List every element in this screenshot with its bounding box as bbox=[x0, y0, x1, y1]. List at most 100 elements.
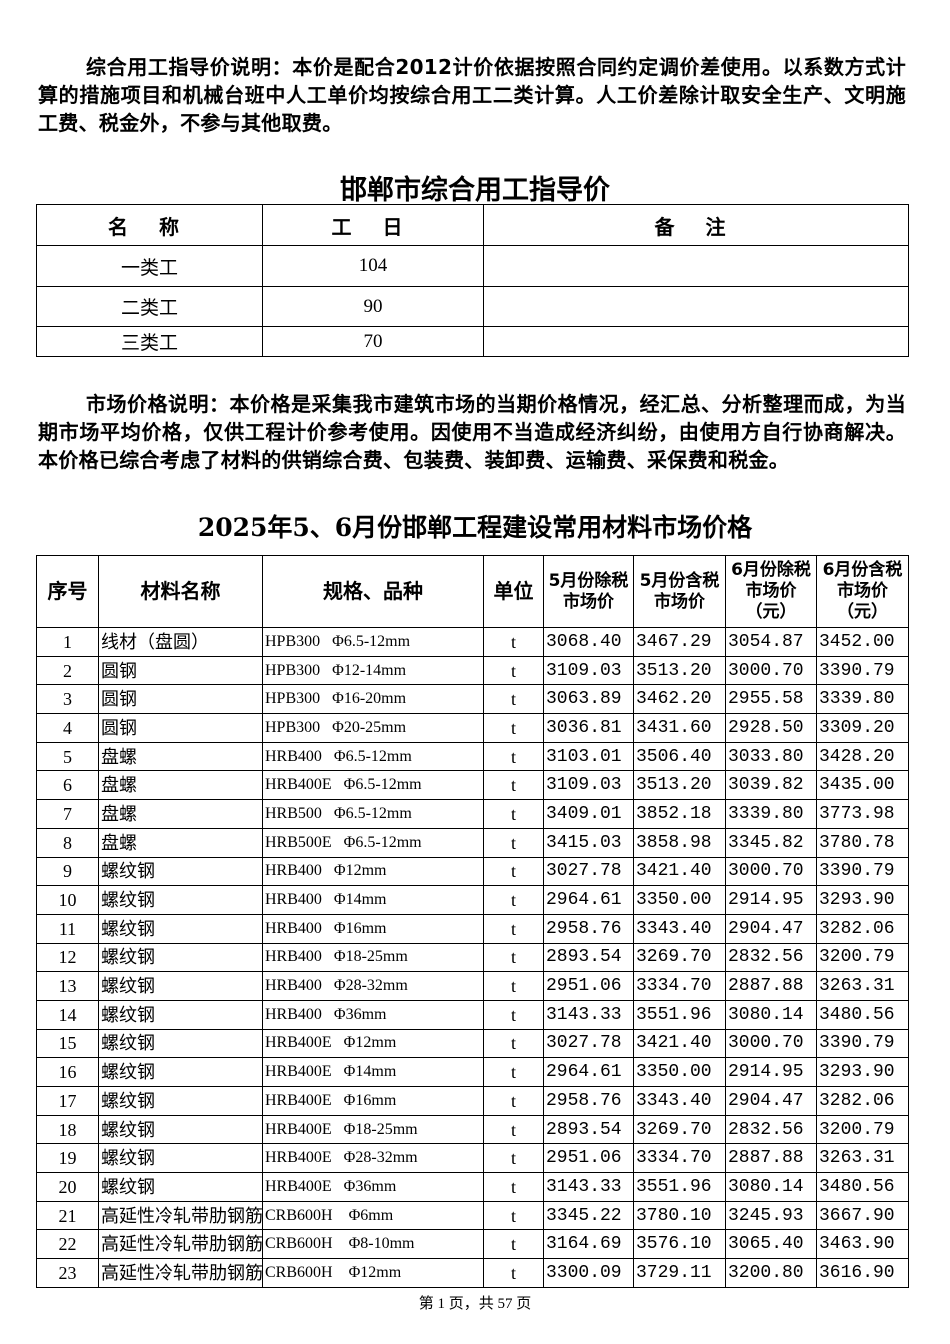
may-pretax-price: 3027.78 bbox=[543, 856, 634, 887]
row-index: 21 bbox=[36, 1200, 99, 1231]
spec: HPB300 Φ20-25mm bbox=[262, 713, 484, 743]
may-pretax-price: 3143.33 bbox=[543, 999, 634, 1030]
may-pretax-price: 3103.01 bbox=[543, 741, 634, 772]
page-footer: 第 1 页，共 57 页 bbox=[418, 1296, 532, 1312]
may-taxed-price: 3858.98 bbox=[633, 827, 726, 858]
may-pretax-price: 3109.03 bbox=[543, 770, 634, 801]
material-name: 盘螺 bbox=[98, 741, 263, 772]
may-taxed-price: 3343.40 bbox=[633, 1086, 726, 1116]
may-taxed-price: 3421.40 bbox=[633, 1028, 726, 1059]
unit: t bbox=[483, 799, 544, 829]
june-taxed-price: 3780.78 bbox=[816, 827, 909, 858]
header-june-pretax: 6月份除税市场价（元） bbox=[725, 555, 817, 628]
may-taxed-price: 3467.29 bbox=[633, 627, 726, 657]
material-name: 高延性冷轧带肋钢筋 bbox=[98, 1200, 263, 1231]
spec: HRB400 Φ28-32mm bbox=[262, 971, 484, 1001]
unit: t bbox=[483, 1086, 544, 1116]
june-taxed-price: 3390.79 bbox=[816, 655, 909, 686]
material-name: 螺纹钢 bbox=[98, 1086, 263, 1116]
june-pretax-price: 3080.14 bbox=[725, 999, 817, 1030]
table-row: 8 盘螺 HRB500E Φ6.5-12mm t 3415.03 3858.98 3345.… bbox=[36, 827, 909, 858]
row-index: 20 bbox=[36, 1172, 99, 1202]
may-taxed-price: 3576.10 bbox=[633, 1229, 726, 1260]
june-pretax-price: 3000.70 bbox=[725, 655, 817, 686]
may-pretax-price: 2964.61 bbox=[543, 885, 634, 915]
june-taxed-price: 3293.90 bbox=[816, 1057, 909, 1087]
may-pretax-price: 3415.03 bbox=[543, 827, 634, 858]
spec: HRB400 Φ36mm bbox=[262, 999, 484, 1030]
material-name: 高延性冷轧带肋钢筋 bbox=[98, 1258, 263, 1288]
row-index: 16 bbox=[36, 1057, 99, 1087]
market-price-note: 市场价格说明：本价格是采集我市建筑市场的当期价格情况，经汇总、分析整理而成，为当… bbox=[38, 392, 906, 472]
may-taxed-price: 3269.70 bbox=[633, 942, 726, 973]
table-row: 23 高延性冷轧带肋钢筋 CRB600H Φ12mm t 3300.09 3729.11 3… bbox=[36, 1258, 909, 1288]
spec: HRB400E Φ6.5-12mm bbox=[262, 770, 484, 801]
wage-category: 二类工 bbox=[36, 286, 263, 327]
unit: t bbox=[483, 655, 544, 686]
may-pretax-price: 2893.54 bbox=[543, 1114, 634, 1145]
wage-workday: 90 bbox=[262, 286, 484, 327]
row-index: 6 bbox=[36, 770, 99, 801]
table-row: 11 螺纹钢 HRB400 Φ16mm t 2958.76 3343.40 2904.47 3… bbox=[36, 913, 909, 944]
unit: t bbox=[483, 827, 544, 858]
table-row: 14 螺纹钢 HRB400 Φ36mm t 3143.33 3551.96 3080.14 3… bbox=[36, 999, 909, 1030]
june-pretax-price: 3345.82 bbox=[725, 827, 817, 858]
table-row: 3 圆钢 HPB300 Φ16-20mm t 3063.89 3462.20 2955.58… bbox=[36, 684, 909, 715]
wage-row: 一类工 104 bbox=[36, 245, 909, 287]
june-pretax-price: 2832.56 bbox=[725, 1114, 817, 1145]
june-pretax-price: 3080.14 bbox=[725, 1172, 817, 1202]
unit: t bbox=[483, 999, 544, 1030]
table-row: 21 高延性冷轧带肋钢筋 CRB600H Φ6mm t 3345.22 3780.10 32… bbox=[36, 1200, 909, 1231]
unit: t bbox=[483, 1172, 544, 1202]
spec: HRB500 Φ6.5-12mm bbox=[262, 799, 484, 829]
june-pretax-price: 2887.88 bbox=[725, 1143, 817, 1174]
unit: t bbox=[483, 1258, 544, 1288]
june-taxed-price: 3263.31 bbox=[816, 1143, 909, 1174]
unit: t bbox=[483, 856, 544, 887]
header-unit: 单位 bbox=[483, 555, 544, 628]
unit: t bbox=[483, 1200, 544, 1231]
may-taxed-price: 3513.20 bbox=[633, 655, 726, 686]
spec: HPB300 Φ16-20mm bbox=[262, 684, 484, 715]
unit: t bbox=[483, 741, 544, 772]
june-pretax-price: 2904.47 bbox=[725, 1086, 817, 1116]
wage-row: 三类工 70 bbox=[36, 326, 909, 357]
row-index: 12 bbox=[36, 942, 99, 973]
wage-remark bbox=[483, 286, 909, 327]
may-pretax-price: 3109.03 bbox=[543, 655, 634, 686]
may-taxed-price: 3350.00 bbox=[633, 1057, 726, 1087]
row-index: 8 bbox=[36, 827, 99, 858]
may-taxed-price: 3334.70 bbox=[633, 1143, 726, 1174]
june-pretax-price: 3065.40 bbox=[725, 1229, 817, 1260]
row-index: 13 bbox=[36, 971, 99, 1001]
table-row: 7 盘螺 HRB500 Φ6.5-12mm t 3409.01 3852.18 3339.8… bbox=[36, 799, 909, 829]
spec: HRB400E Φ16mm bbox=[262, 1086, 484, 1116]
table-row: 10 螺纹钢 HRB400 Φ14mm t 2964.61 3350.00 2914.95 3… bbox=[36, 885, 909, 915]
table-row: 4 圆钢 HPB300 Φ20-25mm t 3036.81 3431.60 2928.50… bbox=[36, 713, 909, 743]
unit: t bbox=[483, 1114, 544, 1145]
may-pretax-price: 2958.76 bbox=[543, 1086, 634, 1116]
material-name: 盘螺 bbox=[98, 827, 263, 858]
row-index: 11 bbox=[36, 913, 99, 944]
may-pretax-price: 3164.69 bbox=[543, 1229, 634, 1260]
table-row: 2 圆钢 HPB300 Φ12-14mm t 3109.03 3513.20 3000.70… bbox=[36, 655, 909, 686]
unit: t bbox=[483, 1028, 544, 1059]
unit: t bbox=[483, 942, 544, 973]
spec: HRB400E Φ18-25mm bbox=[262, 1114, 484, 1145]
may-taxed-price: 3431.60 bbox=[633, 713, 726, 743]
material-name: 螺纹钢 bbox=[98, 1172, 263, 1202]
header-may-pretax: 5月份除税 市场价 bbox=[543, 555, 634, 628]
may-taxed-price: 3462.20 bbox=[633, 684, 726, 715]
spec: HRB500E Φ6.5-12mm bbox=[262, 827, 484, 858]
row-index: 14 bbox=[36, 999, 99, 1030]
wage-table-header: 名 称 工 日 备 注 bbox=[36, 204, 909, 246]
wage-table: 名 称 工 日 备 注 一类工 104 二类工 90 三类工 70 bbox=[36, 204, 909, 357]
row-index: 22 bbox=[36, 1229, 99, 1260]
may-taxed-price: 3506.40 bbox=[633, 741, 726, 772]
material-name: 螺纹钢 bbox=[98, 1028, 263, 1059]
price-table: 序号 材料名称 规格、品种 单位 5月份除税 市场价 5月份含税 市场价 6月份除税市场价（… bbox=[36, 555, 909, 1288]
table-row: 15 螺纹钢 HRB400E Φ12mm t 3027.78 3421.40 3000.70… bbox=[36, 1028, 909, 1059]
june-taxed-price: 3263.31 bbox=[816, 971, 909, 1001]
spec: HRB400E Φ14mm bbox=[262, 1057, 484, 1087]
spec: HRB400 Φ18-25mm bbox=[262, 942, 484, 973]
